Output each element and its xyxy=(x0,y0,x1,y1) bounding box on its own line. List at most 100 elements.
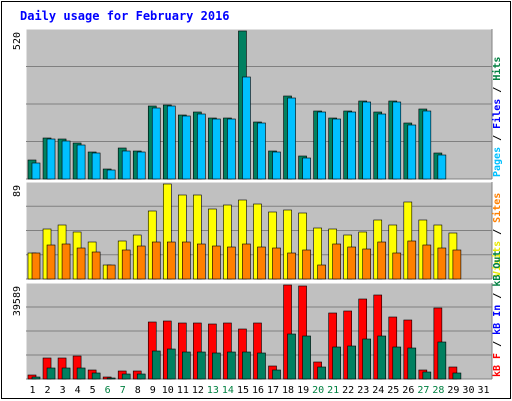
bar-files xyxy=(197,113,206,180)
bar-files xyxy=(227,118,236,180)
axis-label-part: Sites xyxy=(491,193,503,223)
bar-files xyxy=(377,113,387,180)
y-max-label: 39589 xyxy=(12,286,23,316)
x-tick-label: 26 xyxy=(402,385,414,396)
x-tick-label: 23 xyxy=(357,385,369,396)
x-tick-label: 29 xyxy=(447,385,459,396)
x-tick-label: 30 xyxy=(462,385,474,396)
bar-files xyxy=(407,124,417,180)
axis-label-part: kB F xyxy=(492,353,503,377)
bar-kb-out xyxy=(212,352,221,380)
bar-kb-out xyxy=(377,335,387,380)
bar-kb-out xyxy=(197,351,206,380)
bar-sites xyxy=(31,252,41,280)
x-tick-label: 3 xyxy=(60,385,66,396)
bar-files xyxy=(46,138,56,180)
x-tick-label: 15 xyxy=(237,385,249,396)
x-tick-label: 2 xyxy=(45,385,51,396)
bar-files xyxy=(61,140,71,180)
axis-label-part: Hits xyxy=(491,57,503,81)
bar-kb-out xyxy=(227,351,236,380)
bar-kb-out xyxy=(407,347,417,380)
x-tick-label: 19 xyxy=(297,385,309,396)
x-tick-label: 28 xyxy=(432,385,444,396)
bar-files xyxy=(302,157,311,180)
bar-sites xyxy=(46,244,56,280)
bar-sites xyxy=(136,245,146,280)
x-tick-label: 27 xyxy=(417,385,429,396)
bar-files xyxy=(91,152,101,180)
bar-kb-out xyxy=(136,373,146,380)
x-tick-label: 25 xyxy=(387,385,399,396)
bar-files xyxy=(242,76,251,180)
chart-title: Daily usage for February 2016 xyxy=(20,9,230,23)
x-tick-label: 14 xyxy=(222,385,234,396)
bar-files xyxy=(422,110,432,180)
x-tick-label: 13 xyxy=(207,385,219,396)
bar-files xyxy=(166,105,176,180)
bar-sites xyxy=(242,243,251,280)
x-tick-label: 24 xyxy=(372,385,384,396)
bar-sites xyxy=(76,247,86,280)
bar-kb-out xyxy=(166,348,176,380)
bar-kb-out xyxy=(347,345,356,380)
bar-kb-out xyxy=(61,367,71,380)
bar-sites xyxy=(362,248,372,280)
bar-sites xyxy=(197,243,206,280)
bar-kb-out xyxy=(76,367,86,380)
bar-sites xyxy=(332,243,341,280)
bar-sites xyxy=(151,241,161,280)
bar-files xyxy=(31,162,41,180)
bar-sites xyxy=(302,249,311,280)
bar-sites xyxy=(166,241,176,280)
bar-kb-out xyxy=(302,335,311,380)
x-tick-label: 16 xyxy=(252,385,264,396)
bar-files xyxy=(347,111,356,180)
bar-kb-out xyxy=(182,351,191,380)
bar-kb-out xyxy=(272,369,281,380)
bar-files xyxy=(76,144,86,180)
axis-label-kbf-kbin-kbout: kB F / kB In / kB Out xyxy=(492,251,503,377)
bar-kb-out xyxy=(106,377,116,380)
x-tick-label: 9 xyxy=(150,385,156,396)
bar-sites xyxy=(257,246,266,280)
x-tick-label: 31 xyxy=(477,385,489,396)
bar-files xyxy=(136,151,146,180)
bar-files xyxy=(121,150,131,180)
bar-sites xyxy=(422,244,432,280)
bar-files xyxy=(106,169,116,180)
bar-sites xyxy=(91,251,101,280)
bar-kb-out xyxy=(46,367,56,380)
bar-files xyxy=(362,101,372,180)
x-tick-label: 6 xyxy=(105,385,111,396)
x-tick-label: 4 xyxy=(75,385,81,396)
x-tick-label: 8 xyxy=(135,385,141,396)
bar-kb-out xyxy=(287,333,296,380)
y-max-label: 89 xyxy=(12,185,23,197)
bar-files xyxy=(212,118,221,180)
x-tick-label: 17 xyxy=(267,385,279,396)
bar-sites xyxy=(121,249,131,280)
bar-files xyxy=(182,115,191,180)
bar-files xyxy=(257,122,266,180)
bar-sites xyxy=(106,264,116,280)
bar-kb-out xyxy=(31,376,41,380)
bar-sites xyxy=(287,252,296,280)
x-tick-label: 1 xyxy=(30,385,36,396)
axis-label-pages-files-hits: Pages / Files / Hits xyxy=(491,57,503,177)
bar-kb-out xyxy=(362,338,372,380)
bar-sites xyxy=(392,252,402,280)
bar-sites xyxy=(61,243,71,280)
bar-kb-out xyxy=(91,372,101,380)
axis-label-part: kB Out xyxy=(492,251,503,287)
axis-label-part: Visits xyxy=(491,241,503,277)
x-tick-label: 12 xyxy=(192,385,204,396)
bar-kb-out xyxy=(257,352,266,380)
panel-visits-sites: 89 Visits / Sites xyxy=(12,181,503,280)
bar-files xyxy=(287,97,296,180)
bar-files xyxy=(332,118,341,180)
bar-sites xyxy=(272,247,281,280)
axis-label-part: Files xyxy=(491,99,503,129)
